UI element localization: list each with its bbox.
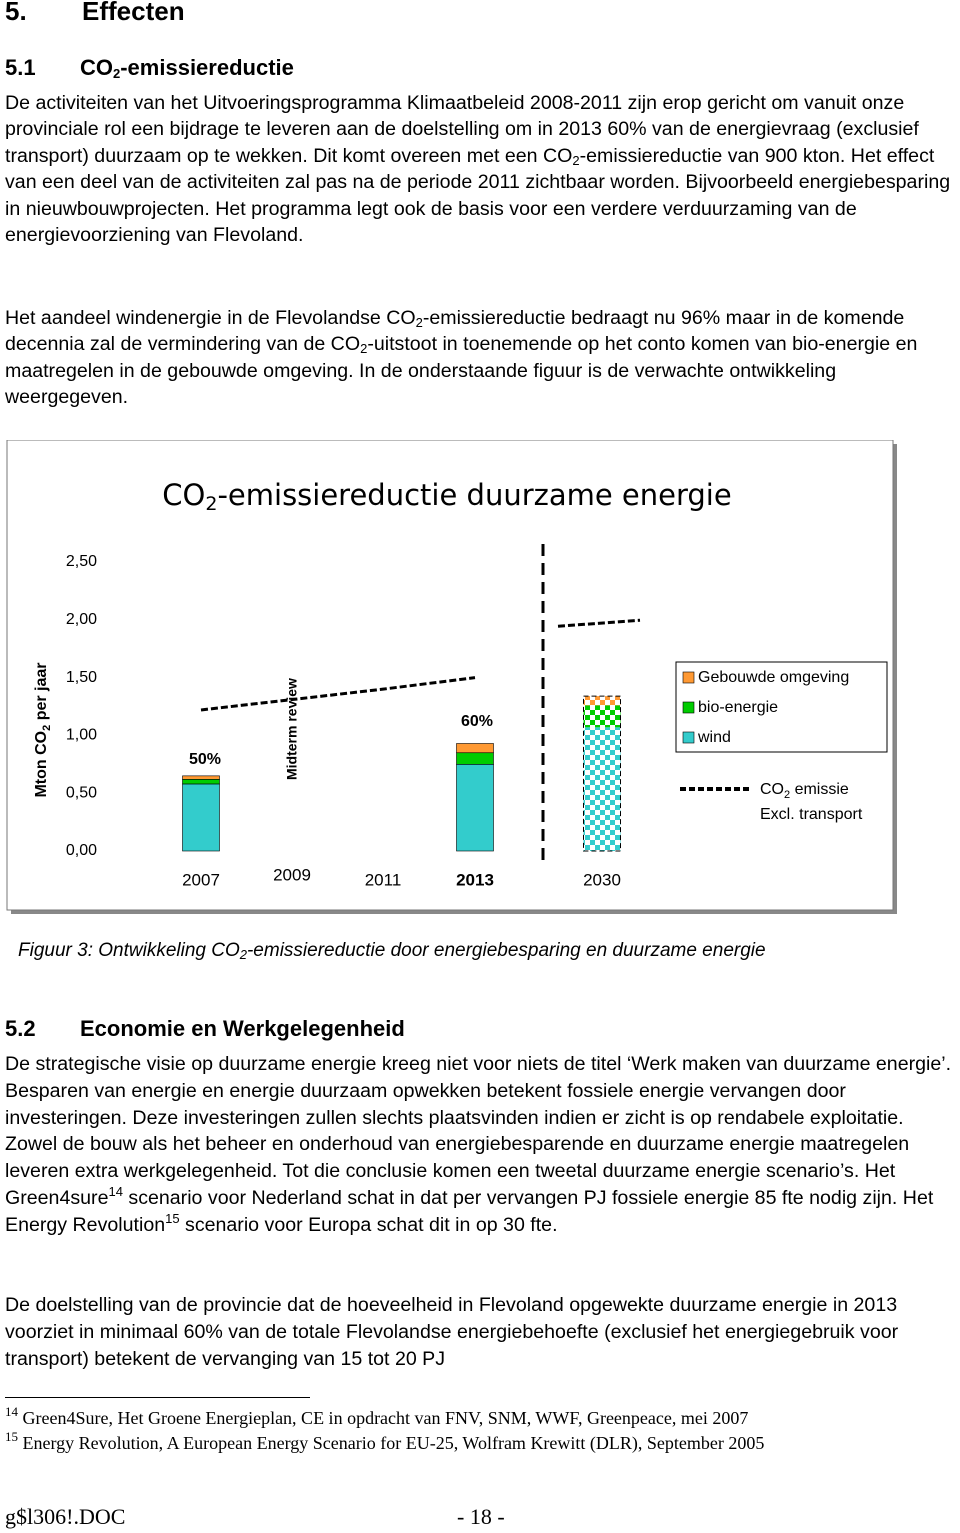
footnote: 15 Energy Revolution, A European Energy … xyxy=(5,1430,765,1454)
line-series xyxy=(200,676,476,712)
text: De doelstelling van de provincie dat de … xyxy=(5,1294,899,1370)
subscript: 2 xyxy=(415,315,423,330)
text: Het aandeel windenergie in de Flevolands… xyxy=(5,307,416,329)
paragraph: Het aandeel windenergie in de Flevolands… xyxy=(5,305,957,411)
y-tick-label: 2,00 xyxy=(66,611,97,628)
paragraph: De doelstelling van de provincie dat de … xyxy=(5,1292,957,1372)
x-tick-label: 2013 xyxy=(456,870,494,889)
title-sub: 2 xyxy=(205,493,217,515)
x-tick-label: 2011 xyxy=(365,870,402,889)
section-title: Economie en Werkgelegenheid xyxy=(80,1016,405,1041)
chart-title: CO2-emissiereductie duurzame energie xyxy=(162,478,731,515)
legend-label: wind xyxy=(697,729,731,746)
text: De strategische visie op duurzame energi… xyxy=(5,1053,952,1209)
annotation: Midterm review xyxy=(284,678,300,780)
legend-part: emissie xyxy=(790,781,849,798)
section-title: -emissiereductie xyxy=(120,55,294,80)
annotation: 50% xyxy=(189,751,221,768)
legend-sub: 2 xyxy=(784,789,790,801)
footnote-number: 14 xyxy=(5,1404,18,1419)
subscript: 2 xyxy=(113,66,121,81)
footer-file: g$l306!.DOC xyxy=(5,1504,126,1529)
section-title: CO xyxy=(80,55,113,80)
footer-page: - 18 - xyxy=(457,1504,505,1529)
text: -emissiereductie door energiebesparing e… xyxy=(246,940,766,961)
line-series xyxy=(557,618,641,628)
text: scenario voor Europa schat dit in op 30 … xyxy=(179,1213,558,1236)
paragraph: De activiteiten van het Uitvoeringsprogr… xyxy=(5,90,957,248)
chart: CO2-emissiereductie duurzame energie Mto… xyxy=(6,440,897,914)
projection-outline xyxy=(583,695,621,852)
y-tick-label: 0,00 xyxy=(66,842,97,859)
bar-segment xyxy=(456,752,494,765)
section-heading: 5.2 Economie en Werkgelegenheid xyxy=(5,1016,405,1042)
bar-segment xyxy=(583,705,621,728)
label-part: per jaar xyxy=(33,662,50,724)
footnote-text: Green4Sure, Het Groene Energieplan, CE i… xyxy=(22,1408,749,1428)
bar-segment xyxy=(583,696,621,706)
bar-segment xyxy=(182,775,220,780)
title-part: -emissiereductie duurzame energie xyxy=(217,478,731,512)
legend-label: Gebouwde omgeving xyxy=(698,669,849,686)
legend-label: bio-energie xyxy=(698,699,778,716)
heading: 5. Effecten xyxy=(5,0,185,27)
y-tick-label: 0,50 xyxy=(66,784,97,801)
figure-caption: Figuur 3: Ontwikkeling CO2-emissiereduct… xyxy=(18,940,766,962)
subscript: 2 xyxy=(239,947,247,962)
x-tick-label: 2007 xyxy=(182,870,220,889)
text: -emissiereductie bedraagt nu 96% maar in… xyxy=(5,307,905,356)
legend-swatch xyxy=(682,731,695,744)
y-tick-label: 1,00 xyxy=(66,727,97,744)
subscript: 2 xyxy=(572,152,580,168)
y-tick-label: 2,50 xyxy=(66,553,97,570)
bar-segment xyxy=(182,779,220,785)
footnote-ref: 15 xyxy=(165,1210,180,1226)
y-tick-label: 1,50 xyxy=(66,669,97,686)
subscript: 2 xyxy=(360,341,368,357)
heading-number: 5. xyxy=(5,0,27,26)
bar-segment xyxy=(456,743,494,754)
legend-swatch xyxy=(682,671,695,684)
text: Figuur 3: Ontwikkeling CO xyxy=(18,940,240,961)
label-sub: 2 xyxy=(41,725,53,731)
bar-segment xyxy=(583,727,621,851)
footnote-text: Energy Revolution, A European Energy Sce… xyxy=(22,1433,765,1453)
footnote: 14 Green4Sure, Het Groene Energieplan, C… xyxy=(5,1405,749,1429)
text: -emissiereductie van 900 kton. Het effec… xyxy=(5,144,951,247)
footnote-rule xyxy=(5,1397,310,1398)
text: scenario voor Nederland schat in dat per… xyxy=(5,1186,934,1236)
label-part: Mton CO xyxy=(33,731,50,798)
annotation: 60% xyxy=(461,713,493,730)
legend-part: CO xyxy=(760,781,784,798)
section-number: 5.1 xyxy=(5,55,36,80)
bar-segment xyxy=(182,783,220,852)
y-axis-label: Mton CO2 per jaar xyxy=(33,662,53,797)
legend-label: CO2 emissie xyxy=(760,781,849,801)
heading-title: Effecten xyxy=(82,0,185,26)
section-number: 5.2 xyxy=(5,1016,36,1041)
bar-segment xyxy=(456,763,494,852)
legend-box xyxy=(675,661,888,753)
x-tick-label: 2030 xyxy=(583,870,621,889)
footnote-ref: 14 xyxy=(108,1183,123,1199)
section-heading: 5.1 CO2-emissiereductie xyxy=(5,55,294,81)
x-tick-label: 2009 xyxy=(273,865,311,884)
text: -uitstoot in toenemende op het conto kom… xyxy=(5,333,918,409)
title-part: CO xyxy=(162,478,205,512)
legend-label: Excl. transport xyxy=(760,806,863,823)
legend-swatch xyxy=(682,701,695,714)
text: De activiteiten van het Uitvoeringsprogr… xyxy=(5,92,919,167)
footnote-number: 15 xyxy=(5,1429,18,1444)
paragraph: De strategische visie op duurzame energi… xyxy=(5,1051,957,1239)
